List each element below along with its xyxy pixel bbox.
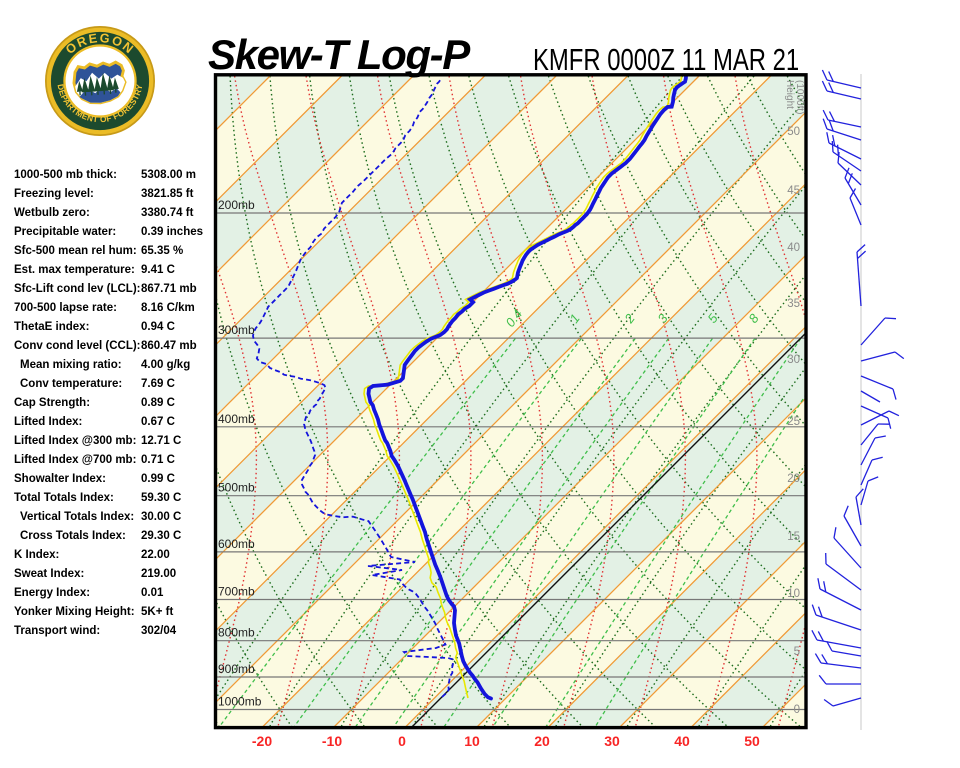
svg-text:(1000ft): (1000ft) <box>794 80 805 114</box>
svg-text:45: 45 <box>787 185 800 197</box>
svg-text:800mb: 800mb <box>218 626 255 640</box>
svg-text:20: 20 <box>534 733 550 749</box>
svg-text:0: 0 <box>398 733 406 749</box>
svg-text:15: 15 <box>787 531 800 543</box>
svg-text:200mb: 200mb <box>218 198 255 212</box>
svg-text:500mb: 500mb <box>218 481 255 495</box>
svg-text:35: 35 <box>787 298 800 310</box>
svg-text:30: 30 <box>604 733 620 749</box>
svg-text:1000mb: 1000mb <box>218 695 262 709</box>
svg-text:600mb: 600mb <box>218 537 255 551</box>
svg-text:10: 10 <box>464 733 480 749</box>
svg-text:400mb: 400mb <box>218 412 255 426</box>
svg-text:10: 10 <box>787 588 800 600</box>
svg-text:-20: -20 <box>252 733 272 749</box>
svg-text:50: 50 <box>744 733 760 749</box>
svg-text:50: 50 <box>787 126 800 138</box>
svg-text:900mb: 900mb <box>218 662 255 676</box>
svg-text:20: 20 <box>787 473 800 485</box>
svg-text:Height: Height <box>784 80 795 109</box>
svg-text:700mb: 700mb <box>218 585 255 599</box>
svg-text:5: 5 <box>794 646 800 658</box>
svg-text:40: 40 <box>674 733 690 749</box>
svg-text:40: 40 <box>787 242 800 254</box>
svg-text:300mb: 300mb <box>218 323 255 337</box>
svg-text:0: 0 <box>794 704 800 716</box>
svg-text:-10: -10 <box>322 733 342 749</box>
svg-text:25: 25 <box>787 416 800 428</box>
svg-text:30: 30 <box>787 354 800 366</box>
